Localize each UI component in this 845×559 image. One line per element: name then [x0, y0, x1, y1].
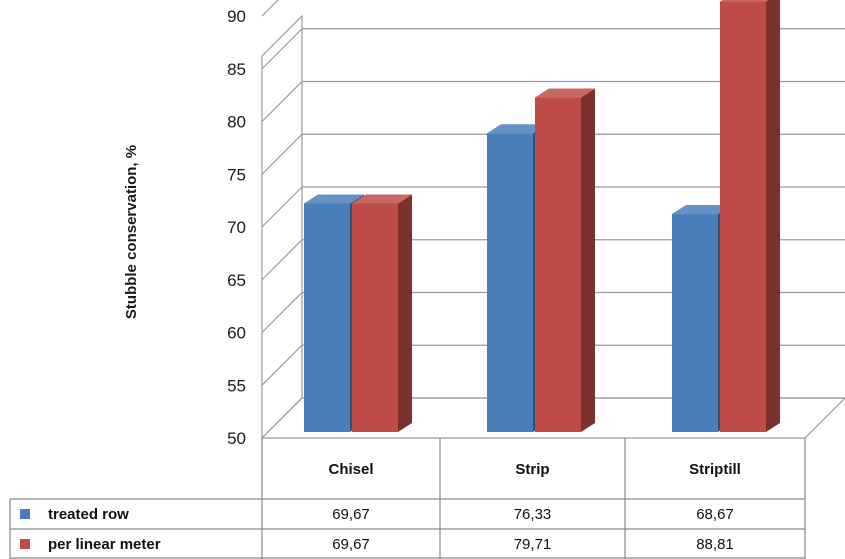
y-tick-label: 55	[227, 376, 246, 395]
bar-front	[535, 97, 581, 432]
bar-front	[352, 203, 398, 432]
gridline	[261, 28, 845, 70]
y-tick-label: 80	[227, 113, 246, 132]
gridline	[261, 133, 845, 175]
bar-per-linear-meter-chisel	[352, 194, 412, 432]
data-label: 68,67	[696, 506, 734, 523]
bar-side	[581, 88, 595, 432]
bar-front	[487, 133, 533, 432]
data-label: 69,67	[332, 506, 370, 523]
bar-side	[398, 194, 412, 432]
bar-side	[766, 0, 780, 432]
legend-swatch	[20, 509, 30, 519]
gridline	[261, 291, 845, 333]
gridlines	[261, 0, 845, 439]
gridline	[261, 0, 279, 17]
y-tick-label: 60	[227, 324, 246, 343]
bar-front	[672, 214, 718, 432]
legend-swatch	[20, 539, 30, 549]
bar-front	[720, 1, 766, 432]
data-label: 69,67	[332, 536, 370, 553]
y-tick-label: 50	[227, 429, 246, 448]
gridline	[261, 80, 845, 122]
bar-front	[304, 203, 350, 432]
data-table: Chisel Strip Striptill treated row 69,67 76,3…	[9, 438, 806, 559]
gridline	[261, 344, 845, 386]
bar-top	[304, 194, 364, 204]
y-tick-label: 70	[227, 218, 246, 237]
y-tick-label: 75	[227, 165, 246, 184]
data-label: 88,81	[696, 536, 734, 553]
bar-top	[487, 124, 547, 134]
bar-top	[535, 88, 595, 98]
side-wall	[261, 14, 303, 440]
gridline	[261, 239, 845, 281]
bar-top	[352, 194, 412, 204]
bar-top	[720, 0, 769, 2]
category-label: Chisel	[328, 461, 373, 478]
category-label: Strip	[515, 461, 549, 478]
bar-top	[672, 205, 732, 215]
y-tick-label: 85	[227, 60, 246, 79]
bar-per-linear-meter-strip	[535, 88, 595, 432]
legend-label: per linear meter	[48, 536, 161, 553]
category-label: Striptill	[689, 461, 741, 478]
y-tick-label: 90	[227, 7, 246, 26]
gridline	[261, 397, 845, 439]
data-label: 79,71	[514, 536, 552, 553]
data-label: 76,33	[514, 506, 552, 523]
y-axis-ticks: 50 55 60 65 70 75 80 85 90	[227, 7, 246, 448]
bar-per-linear-meter-striptill	[720, 0, 780, 432]
y-tick-label: 65	[227, 271, 246, 290]
legend-label: treated row	[48, 506, 129, 523]
bars	[304, 0, 780, 432]
gridline	[261, 186, 845, 228]
y-axis-label: Stubble conservation, %	[123, 145, 140, 319]
